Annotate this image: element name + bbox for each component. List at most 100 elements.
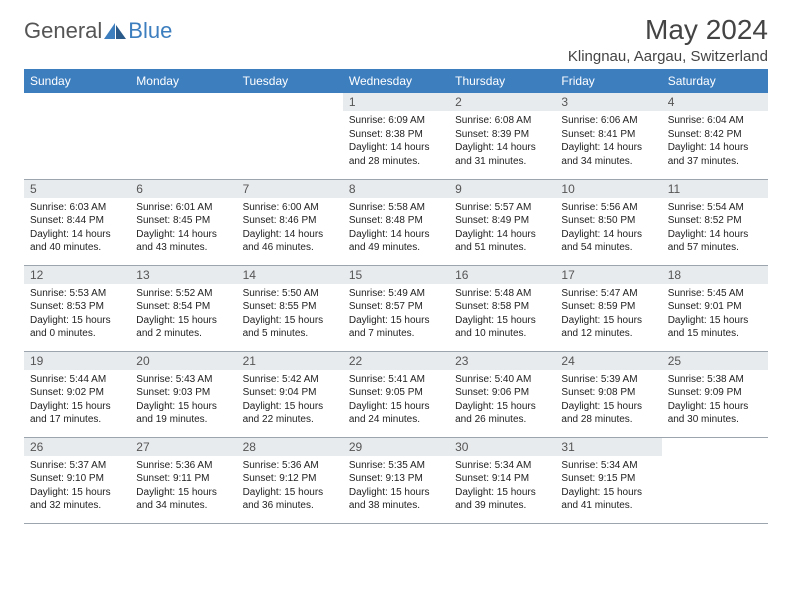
daylight: Daylight: 15 hours and 15 minutes.	[668, 314, 762, 341]
sunset: Sunset: 9:05 PM	[349, 386, 443, 400]
daylight: Daylight: 14 hours and 40 minutes.	[30, 228, 124, 255]
calendar-cell	[24, 93, 130, 179]
calendar-cell: 12Sunrise: 5:53 AMSunset: 8:53 PMDayligh…	[24, 265, 130, 351]
sunrise: Sunrise: 5:34 AM	[561, 459, 655, 473]
calendar-head: SundayMondayTuesdayWednesdayThursdayFrid…	[24, 69, 768, 93]
daylight: Daylight: 15 hours and 0 minutes.	[30, 314, 124, 341]
sunrise: Sunrise: 5:38 AM	[668, 373, 762, 387]
day-number: 12	[24, 266, 130, 284]
day-number: 22	[343, 352, 449, 370]
calendar-cell: 30Sunrise: 5:34 AMSunset: 9:14 PMDayligh…	[449, 437, 555, 523]
daylight: Daylight: 15 hours and 41 minutes.	[561, 486, 655, 513]
calendar-body: 1Sunrise: 6:09 AMSunset: 8:38 PMDaylight…	[24, 93, 768, 523]
day-number: 17	[555, 266, 661, 284]
day-number: 31	[555, 438, 661, 456]
day-details: Sunrise: 5:42 AMSunset: 9:04 PMDaylight:…	[237, 370, 343, 431]
calendar-page: General Blue May 2024 Klingnau, Aargau, …	[0, 0, 792, 538]
daylight: Daylight: 15 hours and 19 minutes.	[136, 400, 230, 427]
daylight: Daylight: 15 hours and 34 minutes.	[136, 486, 230, 513]
sunrise: Sunrise: 5:41 AM	[349, 373, 443, 387]
day-details: Sunrise: 5:37 AMSunset: 9:10 PMDaylight:…	[24, 456, 130, 517]
sunrise: Sunrise: 6:00 AM	[243, 201, 337, 215]
sunrise: Sunrise: 5:52 AM	[136, 287, 230, 301]
daylight: Daylight: 15 hours and 12 minutes.	[561, 314, 655, 341]
day-number: 1	[343, 93, 449, 111]
day-details: Sunrise: 5:58 AMSunset: 8:48 PMDaylight:…	[343, 198, 449, 259]
day-number: 18	[662, 266, 768, 284]
sunset: Sunset: 9:14 PM	[455, 472, 549, 486]
daylight: Daylight: 14 hours and 43 minutes.	[136, 228, 230, 255]
day-details: Sunrise: 5:47 AMSunset: 8:59 PMDaylight:…	[555, 284, 661, 345]
sunrise: Sunrise: 5:36 AM	[136, 459, 230, 473]
day-details: Sunrise: 6:09 AMSunset: 8:38 PMDaylight:…	[343, 111, 449, 172]
daylight: Daylight: 15 hours and 39 minutes.	[455, 486, 549, 513]
logo-text-general: General	[24, 18, 102, 44]
calendar-cell: 23Sunrise: 5:40 AMSunset: 9:06 PMDayligh…	[449, 351, 555, 437]
day-details: Sunrise: 5:34 AMSunset: 9:14 PMDaylight:…	[449, 456, 555, 517]
daylight: Daylight: 14 hours and 54 minutes.	[561, 228, 655, 255]
calendar-table: SundayMondayTuesdayWednesdayThursdayFrid…	[24, 69, 768, 524]
day-details: Sunrise: 5:53 AMSunset: 8:53 PMDaylight:…	[24, 284, 130, 345]
day-header: Wednesday	[343, 69, 449, 93]
calendar-cell: 3Sunrise: 6:06 AMSunset: 8:41 PMDaylight…	[555, 93, 661, 179]
sunrise: Sunrise: 5:34 AM	[455, 459, 549, 473]
calendar-row: 26Sunrise: 5:37 AMSunset: 9:10 PMDayligh…	[24, 437, 768, 523]
sunset: Sunset: 8:55 PM	[243, 300, 337, 314]
day-details: Sunrise: 5:34 AMSunset: 9:15 PMDaylight:…	[555, 456, 661, 517]
day-details: Sunrise: 5:36 AMSunset: 9:11 PMDaylight:…	[130, 456, 236, 517]
sunset: Sunset: 9:02 PM	[30, 386, 124, 400]
day-details: Sunrise: 6:06 AMSunset: 8:41 PMDaylight:…	[555, 111, 661, 172]
day-number: 30	[449, 438, 555, 456]
calendar-cell: 15Sunrise: 5:49 AMSunset: 8:57 PMDayligh…	[343, 265, 449, 351]
day-details: Sunrise: 5:36 AMSunset: 9:12 PMDaylight:…	[237, 456, 343, 517]
sunrise: Sunrise: 5:43 AM	[136, 373, 230, 387]
day-header: Tuesday	[237, 69, 343, 93]
daylight: Daylight: 15 hours and 5 minutes.	[243, 314, 337, 341]
calendar-cell: 11Sunrise: 5:54 AMSunset: 8:52 PMDayligh…	[662, 179, 768, 265]
day-details: Sunrise: 6:03 AMSunset: 8:44 PMDaylight:…	[24, 198, 130, 259]
sunset: Sunset: 8:50 PM	[561, 214, 655, 228]
sunrise: Sunrise: 5:40 AM	[455, 373, 549, 387]
sunrise: Sunrise: 5:50 AM	[243, 287, 337, 301]
calendar-cell: 19Sunrise: 5:44 AMSunset: 9:02 PMDayligh…	[24, 351, 130, 437]
sunset: Sunset: 9:12 PM	[243, 472, 337, 486]
location: Klingnau, Aargau, Switzerland	[568, 48, 768, 65]
sunset: Sunset: 8:57 PM	[349, 300, 443, 314]
day-number: 7	[237, 180, 343, 198]
calendar-cell: 1Sunrise: 6:09 AMSunset: 8:38 PMDaylight…	[343, 93, 449, 179]
sunrise: Sunrise: 5:48 AM	[455, 287, 549, 301]
sunset: Sunset: 8:38 PM	[349, 128, 443, 142]
daylight: Daylight: 15 hours and 2 minutes.	[136, 314, 230, 341]
sunset: Sunset: 8:48 PM	[349, 214, 443, 228]
daylight: Daylight: 14 hours and 37 minutes.	[668, 141, 762, 168]
calendar-cell: 16Sunrise: 5:48 AMSunset: 8:58 PMDayligh…	[449, 265, 555, 351]
daylight: Daylight: 15 hours and 7 minutes.	[349, 314, 443, 341]
calendar-cell: 20Sunrise: 5:43 AMSunset: 9:03 PMDayligh…	[130, 351, 236, 437]
day-number: 25	[662, 352, 768, 370]
day-number: 11	[662, 180, 768, 198]
calendar-cell: 27Sunrise: 5:36 AMSunset: 9:11 PMDayligh…	[130, 437, 236, 523]
daylight: Daylight: 14 hours and 51 minutes.	[455, 228, 549, 255]
sunrise: Sunrise: 6:01 AM	[136, 201, 230, 215]
logo: General Blue	[24, 14, 172, 44]
day-details: Sunrise: 5:41 AMSunset: 9:05 PMDaylight:…	[343, 370, 449, 431]
day-number: 29	[343, 438, 449, 456]
sunset: Sunset: 8:52 PM	[668, 214, 762, 228]
sunset: Sunset: 9:15 PM	[561, 472, 655, 486]
day-number: 3	[555, 93, 661, 111]
logo-sail-icon	[104, 23, 126, 39]
day-number: 23	[449, 352, 555, 370]
daylight: Daylight: 15 hours and 32 minutes.	[30, 486, 124, 513]
calendar-row: 1Sunrise: 6:09 AMSunset: 8:38 PMDaylight…	[24, 93, 768, 179]
day-details: Sunrise: 5:50 AMSunset: 8:55 PMDaylight:…	[237, 284, 343, 345]
calendar-cell: 21Sunrise: 5:42 AMSunset: 9:04 PMDayligh…	[237, 351, 343, 437]
sunset: Sunset: 9:09 PM	[668, 386, 762, 400]
calendar-cell: 4Sunrise: 6:04 AMSunset: 8:42 PMDaylight…	[662, 93, 768, 179]
day-number: 4	[662, 93, 768, 111]
day-number: 10	[555, 180, 661, 198]
sunset: Sunset: 8:41 PM	[561, 128, 655, 142]
day-details: Sunrise: 6:04 AMSunset: 8:42 PMDaylight:…	[662, 111, 768, 172]
sunrise: Sunrise: 5:53 AM	[30, 287, 124, 301]
daylight: Daylight: 15 hours and 26 minutes.	[455, 400, 549, 427]
sunrise: Sunrise: 5:36 AM	[243, 459, 337, 473]
